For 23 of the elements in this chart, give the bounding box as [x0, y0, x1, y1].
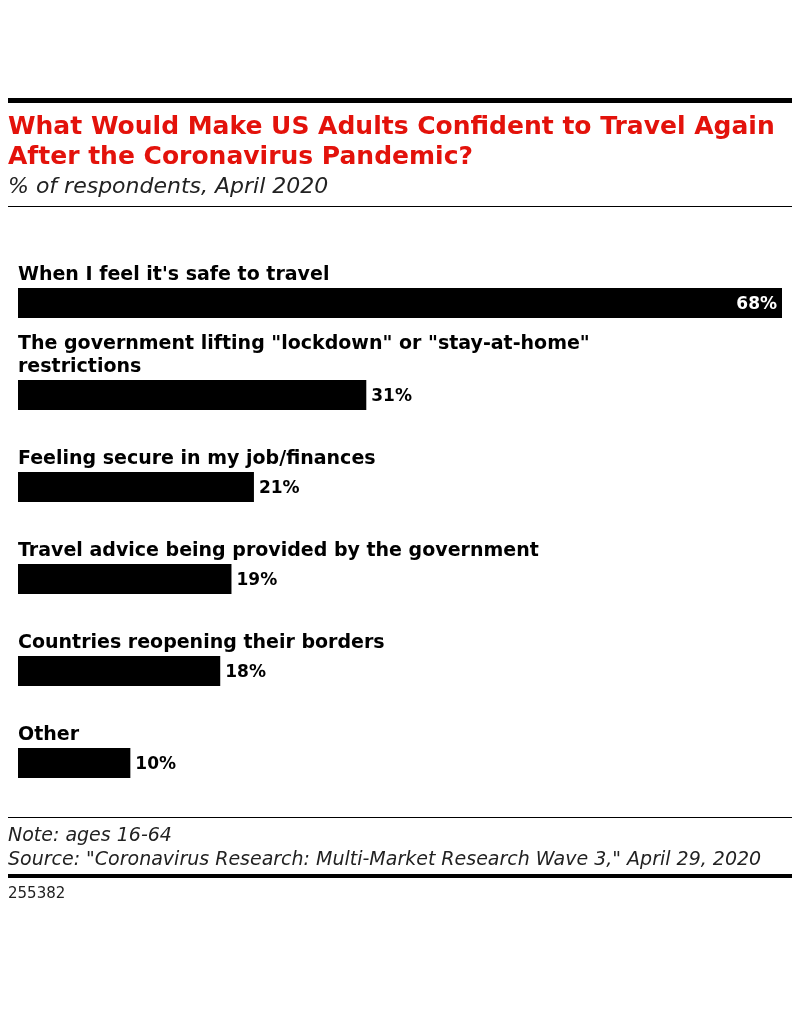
y-tick-label: When I feel it's safe to travel: [18, 261, 330, 284]
data-label: 31%: [371, 385, 412, 405]
data-label: 68%: [736, 293, 777, 313]
y-tick-label: The government lifting "lockdown" or "stay-at-home" restrictions: [18, 330, 597, 376]
bar: [18, 380, 367, 410]
data-label: 10%: [135, 753, 177, 773]
text: 255382: [8, 884, 67, 902]
y-tick-label: Feeling secure in my job/finances: [18, 445, 376, 468]
bar: [18, 748, 131, 778]
chart-subtitle: % of respondents, April 2020: [8, 173, 330, 198]
bar: [18, 288, 782, 318]
y-tick-label: Other: [18, 721, 80, 744]
text: Note: ages 16-64: [8, 822, 173, 846]
chart-title: What Would Make US Adults Confident to Travel Again After the Coronavirus Pandemic?: [8, 111, 776, 171]
data-label: 21%: [258, 477, 300, 497]
bar: [18, 472, 254, 502]
y-tick-label: Travel advice being provided by the government: [18, 537, 539, 560]
data-label: 19%: [236, 569, 278, 589]
y-tick-label: Countries reopening their borders: [18, 629, 385, 652]
data-label: 18%: [225, 661, 266, 681]
bar: [18, 656, 221, 686]
bar: [18, 564, 232, 594]
source-note: Source: "Coronavirus Research: Multi-Market Research Wave 3," April 29, 2020: [8, 846, 763, 870]
